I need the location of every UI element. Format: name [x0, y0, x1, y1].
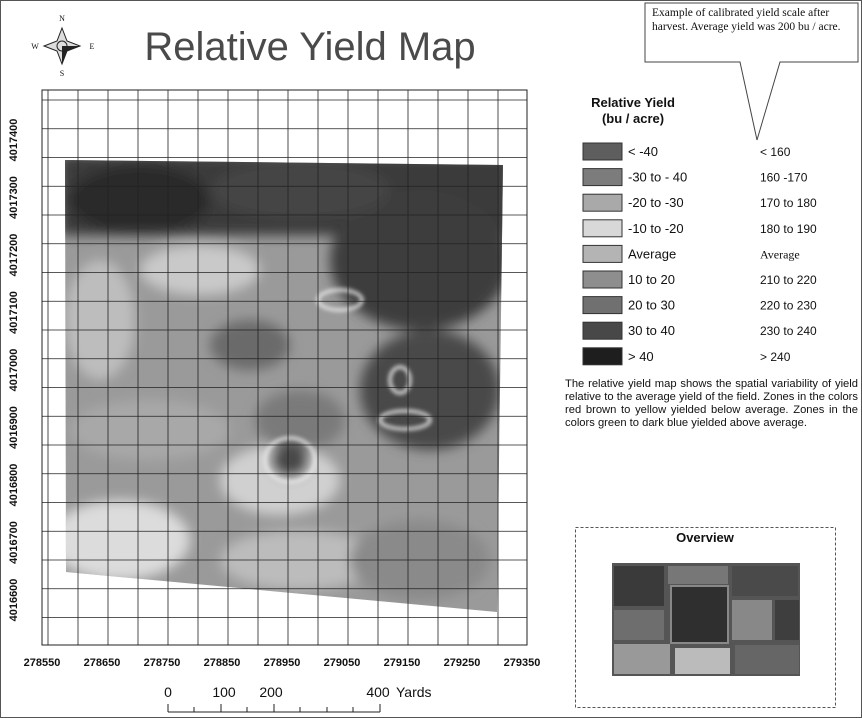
x-coordinate-label: 279150	[384, 657, 421, 669]
compass-n: N	[59, 14, 65, 23]
legend-yield: < 160	[760, 145, 791, 159]
grid	[42, 90, 527, 645]
x-coordinate-label: 279350	[504, 657, 541, 669]
scale-label: 0	[164, 684, 172, 700]
legend-yield: 160 -170	[760, 171, 808, 185]
legend-swatch	[582, 270, 623, 289]
scale-unit: Yards	[396, 684, 432, 700]
legend-yield: 180 to 190	[760, 222, 817, 236]
legend-yield: 220 to 230	[760, 299, 817, 313]
legend-yield: Average	[760, 247, 800, 261]
legend-label: 30 to 40	[628, 323, 675, 338]
legend: < -40 < 160 -30 to - 40 160 -170 -20 to -30 1…	[582, 142, 817, 366]
scale-label: 400	[366, 684, 390, 700]
y-coordinate-label: 4017200	[8, 234, 20, 277]
legend-label: Average	[628, 246, 676, 261]
x-coordinate-label: 278650	[84, 657, 121, 669]
y-coordinate-label: 4017000	[8, 349, 20, 392]
legend-label: > 40	[628, 349, 654, 364]
legend-label: -30 to - 40	[628, 170, 687, 185]
compass-e: E	[90, 42, 95, 51]
legend-swatch	[582, 168, 623, 187]
overview-image	[612, 563, 800, 676]
x-coordinate-label: 278850	[204, 657, 241, 669]
x-coordinate-label: 279050	[324, 657, 361, 669]
legend-label: 10 to 20	[628, 272, 675, 287]
scale-bar	[167, 704, 381, 713]
x-coordinate-label: 278750	[144, 657, 181, 669]
legend-label: -10 to -20	[628, 221, 684, 236]
y-coordinate-label: 4017100	[8, 291, 20, 334]
legend-title: (bu / acre)	[602, 111, 664, 126]
y-coordinate-label: 4016900	[8, 406, 20, 449]
y-coordinate-label: 4016700	[8, 521, 20, 564]
compass	[42, 26, 82, 66]
scale-labels: 0 100 200 400 Yards	[164, 684, 431, 700]
yield-raster	[65, 160, 503, 612]
callout-box	[644, 2, 859, 141]
legend-title: Relative Yield	[591, 95, 675, 110]
legend-swatch	[582, 296, 623, 315]
y-coordinate-label: 4017300	[8, 176, 20, 219]
y-coordinate-label: 4017400	[8, 119, 20, 162]
legend-yield: > 240	[760, 350, 791, 364]
scale-label: 200	[259, 684, 283, 700]
legend-swatch	[582, 244, 623, 263]
x-coordinate-label: 278950	[264, 657, 301, 669]
x-coordinate-label: 279250	[444, 657, 481, 669]
x-coordinate-label: 278550	[24, 657, 61, 669]
legend-label: -20 to -30	[628, 195, 684, 210]
callout-text: Example of calibrated yield scale after …	[652, 7, 841, 33]
legend-swatch	[582, 219, 623, 238]
legend-label: < -40	[628, 144, 658, 159]
legend-swatch	[582, 142, 623, 161]
overview-title: Overview	[676, 530, 735, 545]
overview-frame	[575, 527, 836, 708]
y-coordinate-label: 4016800	[8, 464, 20, 507]
scale-label: 100	[212, 684, 236, 700]
legend-yield: 230 to 240	[760, 324, 817, 338]
legend-label: 20 to 30	[628, 298, 675, 313]
title: Relative Yield Map	[144, 25, 475, 69]
compass-w: W	[31, 42, 39, 51]
compass-s: S	[60, 69, 64, 78]
legend-swatch	[582, 193, 623, 212]
description: The relative yield map shows the spatial…	[565, 378, 858, 429]
y-coordinate-label: 4016600	[8, 579, 20, 622]
legend-swatch	[582, 321, 623, 340]
legend-swatch	[582, 347, 623, 366]
legend-yield: 170 to 180	[760, 196, 817, 210]
legend-yield: 210 to 220	[760, 273, 817, 287]
